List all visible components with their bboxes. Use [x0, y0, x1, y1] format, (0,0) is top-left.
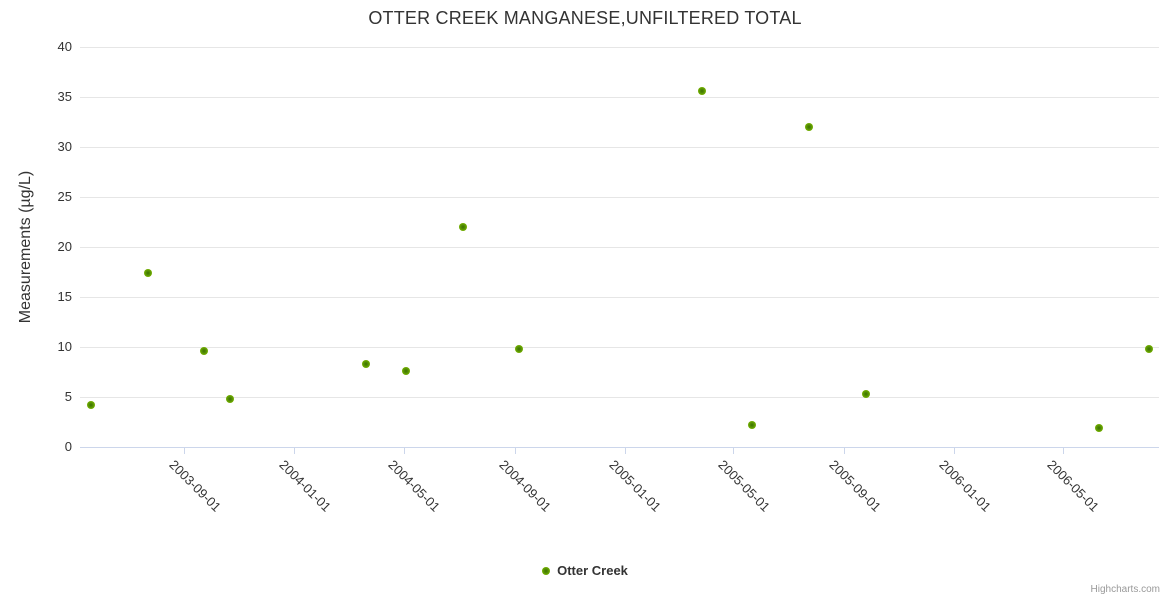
data-point[interactable]	[1145, 345, 1154, 353]
y-axis-tick-label: 35	[57, 89, 72, 104]
data-point[interactable]	[143, 269, 152, 277]
y-axis-tick-label: 5	[64, 389, 72, 404]
data-point[interactable]	[401, 367, 410, 375]
y-axis-tick-label: 40	[57, 39, 72, 54]
x-axis-tick-label: 2005-01-01	[606, 457, 665, 515]
y-gridline	[80, 196, 1159, 198]
data-point[interactable]	[458, 223, 467, 231]
x-axis-tick-mark	[733, 448, 735, 454]
data-point[interactable]	[862, 390, 871, 398]
data-point[interactable]	[698, 87, 707, 95]
y-gridline	[80, 296, 1159, 298]
y-gridline	[80, 146, 1159, 148]
data-point[interactable]	[1095, 424, 1104, 432]
x-axis-tick-mark	[954, 448, 956, 454]
y-gridline	[80, 396, 1159, 398]
legend: Otter Creek	[0, 563, 1170, 578]
x-axis-tick-label: 2004-09-01	[496, 457, 555, 515]
x-axis-tick-label: 2003-09-01	[166, 457, 224, 515]
x-axis-tick-mark	[294, 448, 296, 454]
data-point[interactable]	[362, 360, 371, 368]
x-axis-tick-label: 2005-09-01	[826, 457, 884, 515]
y-axis-tick-label: 0	[64, 439, 72, 454]
y-gridline	[80, 346, 1159, 348]
x-axis-tick-mark	[514, 448, 516, 454]
data-point[interactable]	[514, 345, 523, 353]
x-axis-tick-mark	[403, 448, 405, 454]
y-gridline	[80, 246, 1159, 248]
x-axis-tick-label: 2004-05-01	[385, 457, 444, 515]
legend-marker-icon	[542, 566, 551, 575]
y-gridline	[80, 96, 1159, 98]
chart-title: OTTER CREEK MANGANESE,UNFILTERED TOTAL	[368, 8, 802, 28]
legend-item-otter-creek[interactable]: Otter Creek	[542, 563, 628, 578]
x-axis-tick-label: 2004-01-01	[276, 457, 334, 515]
y-gridline	[80, 46, 1159, 48]
x-axis-tick-mark	[1062, 448, 1064, 454]
y-axis-tick-label: 30	[57, 139, 72, 154]
data-point[interactable]	[225, 395, 234, 403]
x-axis-tick-label: 2006-05-01	[1044, 457, 1103, 515]
x-axis-tick-mark	[624, 448, 626, 454]
y-axis-tick-label: 10	[57, 339, 72, 354]
x-axis-tick-label: 2006-01-01	[936, 457, 994, 515]
y-axis-tick-label: 25	[57, 189, 72, 204]
y-axis-tick-label: 20	[57, 239, 72, 254]
data-point[interactable]	[199, 347, 208, 355]
legend-label: Otter Creek	[557, 563, 628, 578]
x-axis-tick-mark	[844, 448, 846, 454]
x-axis-tick-mark	[184, 448, 186, 454]
data-point[interactable]	[804, 123, 813, 131]
x-axis-line	[80, 447, 1159, 448]
data-point[interactable]	[747, 421, 756, 429]
y-axis-tick-label: 15	[57, 289, 72, 304]
x-axis-tick-label: 2005-05-01	[715, 457, 773, 515]
data-point[interactable]	[86, 401, 95, 409]
highcharts-credits-link[interactable]: Highcharts.com	[1090, 584, 1160, 595]
